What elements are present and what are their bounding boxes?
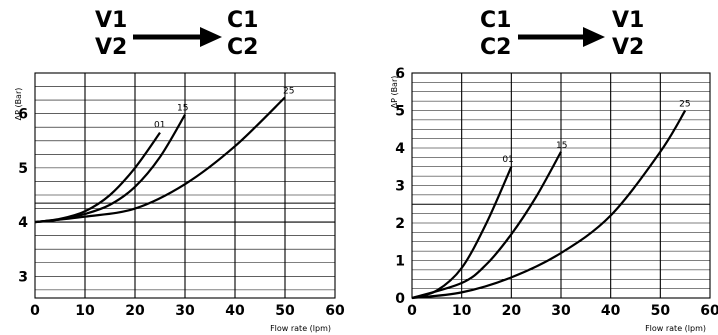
right-flow-from-2: C2	[480, 35, 511, 60]
right-x-tick-label: 10	[452, 303, 472, 319]
left-plot-frame	[34, 72, 336, 299]
left-curve-25	[34, 96, 286, 224]
right-y-tick-label: 1	[395, 254, 405, 270]
right-y-tick-label: 6	[395, 66, 405, 82]
left-flow-from-1: V1	[95, 8, 127, 33]
left-x-tick-label: 50	[275, 303, 295, 319]
left-curve-15	[34, 114, 186, 224]
right-x-tick-label: 20	[502, 303, 522, 319]
right-x-tick-label: 40	[601, 303, 621, 319]
left-x-tick-label: 40	[225, 303, 245, 319]
right-curve-label-01: 01	[502, 155, 513, 165]
left-flow-to-1: C1	[227, 8, 258, 33]
right-x-axis-title: Flow rate (lpm)	[645, 324, 706, 333]
right-x-tick-label: 50	[651, 303, 671, 319]
right-flow-arrow-icon	[583, 27, 605, 47]
right-y-tick-label: 4	[395, 141, 405, 157]
right-flow-from-1: C1	[480, 8, 511, 33]
left-y-axis-title: ΔP (Bar)	[14, 88, 23, 121]
right-y-tick-label: 0	[395, 291, 405, 307]
left-flow-arrow-icon	[200, 27, 222, 47]
right-plot-frame	[411, 72, 711, 299]
left-x-axis-title: Flow rate (lpm)	[270, 324, 331, 333]
right-x-tick-label: 30	[551, 303, 571, 319]
right-curve-label-25: 25	[679, 100, 690, 110]
left-curve-label-01: 01	[154, 121, 165, 131]
right-curve-25	[411, 109, 687, 300]
right-curve-15	[411, 151, 562, 300]
left-flow-header: V1 V2 C1 C2	[95, 8, 258, 60]
left-y-tick-label: 4	[18, 215, 28, 231]
left-x-tick-label: 30	[175, 303, 195, 319]
right-flow-to-2: V2	[612, 35, 644, 60]
left-flow-to-2: C2	[227, 35, 258, 60]
right-x-tick-label: 0	[407, 303, 417, 319]
left-flow-from-2: V2	[95, 35, 127, 60]
left-y-tick-label: 5	[18, 161, 28, 177]
left-x-tick-label: 20	[125, 303, 145, 319]
right-x-tick-label: 60	[700, 303, 718, 319]
left-curve-label-15: 15	[177, 104, 188, 114]
left-y-tick-label: 3	[18, 269, 28, 285]
right-flow-header: C1 C2 V1 V2	[480, 8, 644, 60]
left-x-tick-label: 10	[75, 303, 95, 319]
left-y-tick-label: 6	[18, 107, 28, 123]
right-flow-to-1: V1	[612, 8, 644, 33]
left-curve-label-25: 25	[283, 86, 294, 96]
right-y-axis-title: ΔP (Bar)	[390, 76, 399, 109]
right-y-tick-label: 5	[395, 104, 405, 120]
left-x-tick-label: 60	[325, 303, 345, 319]
right-curve-label-15: 15	[556, 141, 567, 151]
left-x-tick-label: 0	[30, 303, 40, 319]
right-y-tick-label: 3	[395, 179, 405, 195]
right-y-tick-label: 2	[395, 216, 405, 232]
